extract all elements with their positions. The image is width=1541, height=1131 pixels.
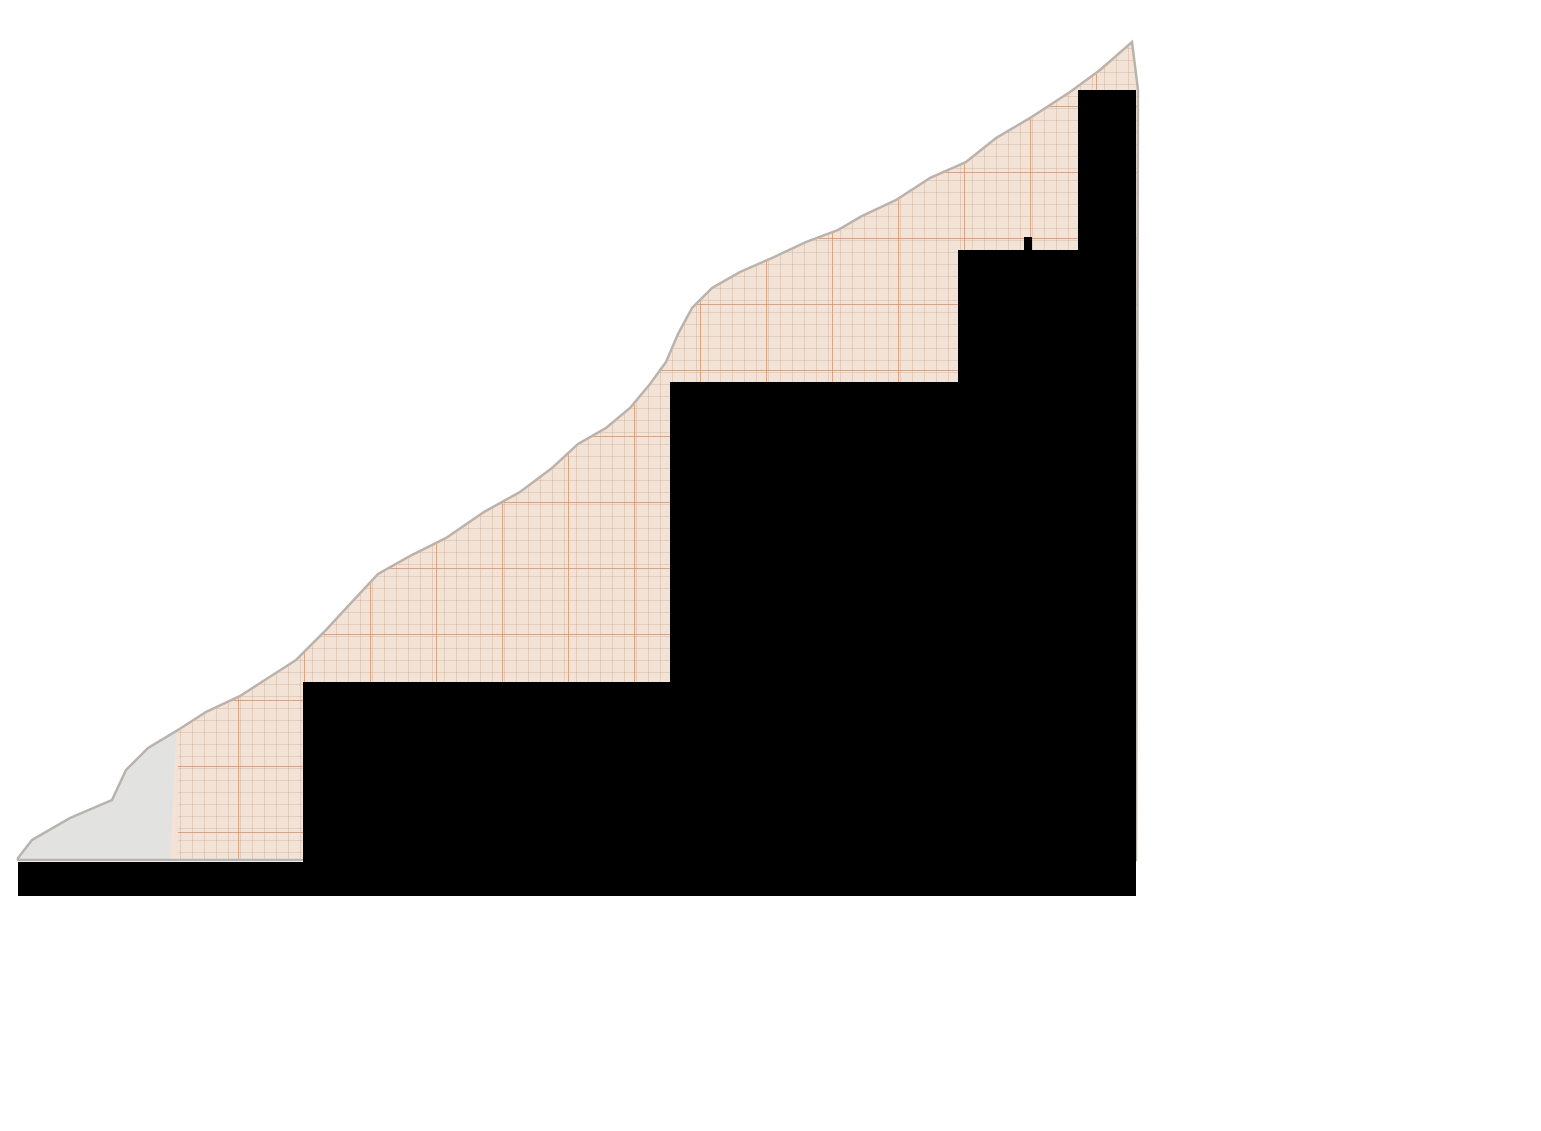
step-notch bbox=[1024, 237, 1032, 251]
black-steps bbox=[18, 90, 1136, 896]
step-4 bbox=[1078, 90, 1136, 896]
